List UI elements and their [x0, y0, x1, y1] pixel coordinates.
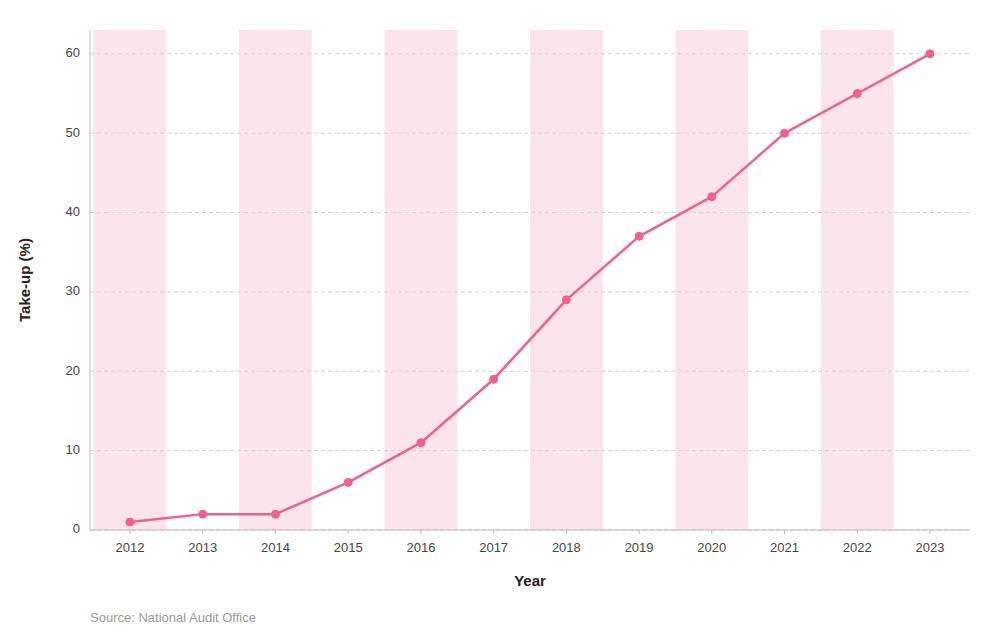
x-tick-label: 2021	[770, 540, 799, 555]
band	[821, 30, 894, 530]
band	[94, 30, 167, 530]
grid-line	[90, 530, 970, 531]
y-axis: 0 10 20 30 40 50 60	[66, 30, 90, 536]
grid-line	[90, 212, 970, 213]
x-tick	[348, 530, 349, 534]
band	[530, 30, 603, 530]
point	[344, 478, 352, 486]
grid-line	[90, 371, 970, 372]
grid-line	[90, 53, 970, 54]
x-tick	[930, 530, 931, 534]
x-tick	[275, 530, 276, 534]
point	[853, 89, 861, 97]
x-axis-label: Year	[514, 572, 546, 589]
y-tick-label: 40	[66, 204, 80, 219]
point	[562, 296, 570, 304]
x-tick	[493, 530, 494, 534]
x-tick	[202, 530, 203, 534]
point	[490, 375, 498, 383]
x-tick	[566, 530, 567, 534]
x-tick-label: 2018	[552, 540, 581, 555]
x-tick	[130, 530, 131, 534]
point	[708, 193, 716, 201]
chart: 0102030405060201220132014201520162017201…	[0, 0, 1000, 640]
x-axis-line	[90, 530, 970, 531]
point	[635, 232, 643, 240]
x-tick-label: 2013	[188, 540, 217, 555]
y-tick-label: 20	[66, 363, 80, 378]
point	[271, 510, 279, 518]
x-tick	[639, 530, 640, 534]
band	[385, 30, 458, 530]
grid-line	[90, 291, 970, 292]
y-axis-label: Take-up (%)	[16, 238, 33, 322]
point	[417, 439, 425, 447]
x-tick-label: 2016	[406, 540, 435, 555]
x-tick	[857, 530, 858, 534]
chart-container: 0102030405060201220132014201520162017201…	[0, 0, 1000, 640]
x-tick	[711, 530, 712, 534]
y-tick-label: 0	[73, 521, 80, 536]
point	[199, 510, 207, 518]
band	[675, 30, 748, 530]
y-tick-label: 30	[66, 283, 80, 298]
x-tick	[784, 530, 785, 534]
y-tick-label: 60	[66, 45, 80, 60]
x-tick-label: 2022	[843, 540, 872, 555]
x-tick-label: 2015	[334, 540, 363, 555]
x-tick-label: 2020	[697, 540, 726, 555]
grid	[90, 54, 970, 530]
point	[126, 518, 134, 526]
x-tick-label: 2017	[479, 540, 508, 555]
y-axis-line	[90, 30, 91, 530]
x-tick-label: 2012	[116, 540, 145, 555]
y-tick-label: 10	[66, 442, 80, 457]
x-axis: 2012 2013 2014 2015 2016 2017 2018 2019 2020 2021…	[90, 530, 970, 555]
y-tick-label: 50	[66, 125, 80, 140]
point	[926, 50, 934, 58]
series	[126, 50, 934, 526]
x-tick-label: 2023	[916, 540, 945, 555]
x-tick-label: 2019	[625, 540, 654, 555]
x-tick-label: 2014	[261, 540, 290, 555]
band	[239, 30, 312, 530]
bands	[94, 30, 894, 530]
source-note: Source: National Audit Office	[90, 610, 256, 625]
line	[130, 54, 930, 522]
x-tick	[420, 530, 421, 534]
point	[781, 129, 789, 137]
grid-line	[90, 450, 970, 451]
grid-line	[90, 133, 970, 134]
